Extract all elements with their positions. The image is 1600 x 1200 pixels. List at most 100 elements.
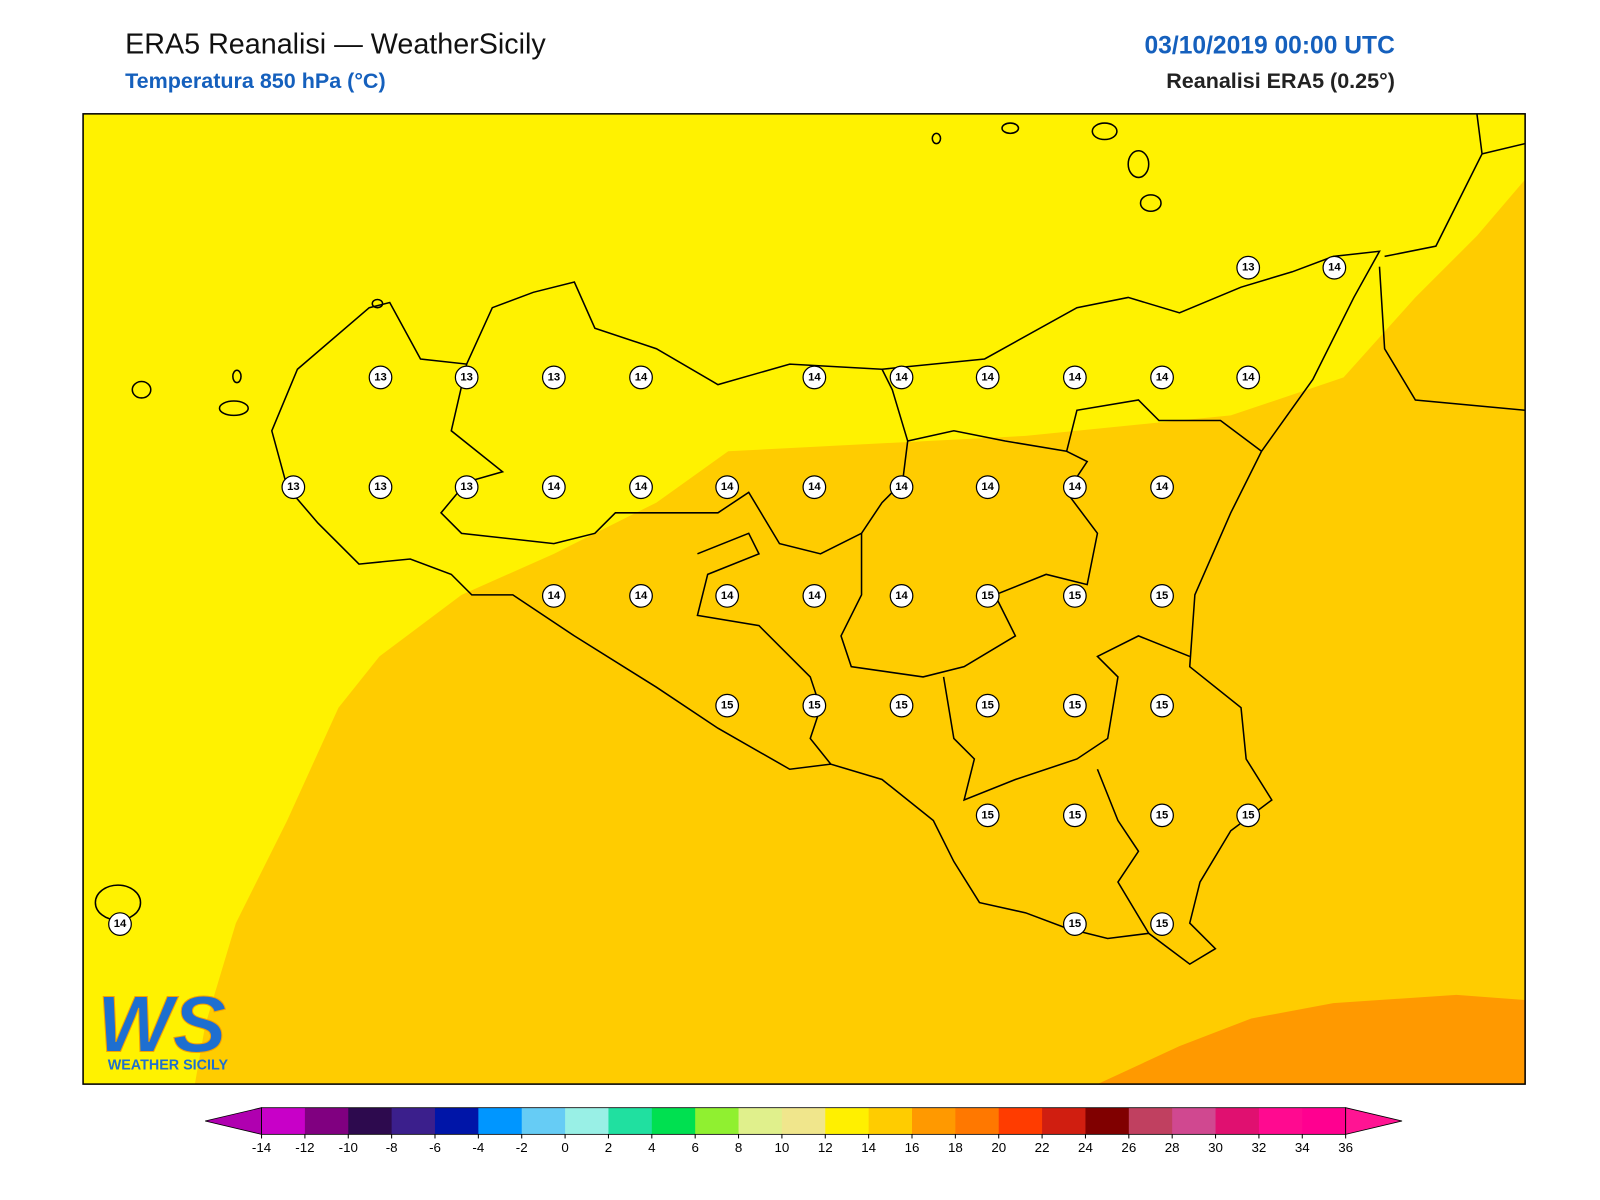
station-marker — [454, 365, 479, 390]
source: Reanalisi ERA5 (0.25°) — [1166, 69, 1395, 93]
station-marker — [541, 583, 566, 608]
station: 14 — [889, 365, 914, 390]
station-marker — [368, 475, 393, 500]
station: 15 — [802, 693, 827, 718]
colorbar-segment — [651, 1107, 696, 1135]
colorbar-tick-label: 0 — [561, 1140, 568, 1155]
station-value: 14 — [548, 481, 561, 493]
station-marker — [889, 365, 914, 390]
colorbar-segment — [261, 1107, 306, 1135]
colorbar-tick-label: 10 — [774, 1140, 789, 1155]
subtitle: Temperatura 850 hPa (°C) — [125, 69, 386, 93]
station: 15 — [975, 803, 1000, 828]
station: 15 — [1236, 803, 1261, 828]
station-value: 14 — [1156, 481, 1169, 493]
station: 14 — [1150, 475, 1174, 500]
island — [1001, 122, 1020, 135]
station-value: 14 — [895, 481, 908, 493]
calabria-coast — [1481, 142, 1526, 155]
colorbar-segment — [348, 1107, 393, 1135]
colorbar-tick-label: 24 — [1078, 1140, 1093, 1155]
station: 14 — [1322, 255, 1347, 280]
stations: 13 14 13 13 13 14 14 14 14 14 14 14 13 13 13 14 14 14 14 14… — [108, 255, 1347, 936]
field-dark-orange — [1097, 994, 1526, 1085]
colorbar-segment — [955, 1107, 1000, 1135]
station-marker — [1062, 693, 1087, 718]
station-marker — [715, 475, 740, 500]
island — [1139, 194, 1162, 213]
colorbar-tick-label: 34 — [1295, 1140, 1310, 1155]
station-marker — [975, 803, 1000, 828]
station-value: 15 — [1156, 809, 1169, 821]
station-marker — [1150, 365, 1174, 390]
station-marker — [1062, 475, 1087, 500]
station-value: 15 — [1069, 700, 1082, 712]
colorbar-segment — [521, 1107, 566, 1135]
colorbar-tick-label: 26 — [1121, 1140, 1136, 1155]
station-marker — [629, 475, 653, 500]
station: 14 — [541, 583, 566, 608]
station-value: 14 — [635, 371, 648, 383]
colorbar-segment — [565, 1107, 609, 1135]
station-marker — [368, 365, 393, 390]
colorbar-segment — [391, 1107, 436, 1135]
station-value: 14 — [635, 590, 648, 602]
colorbar-segment — [304, 1107, 349, 1135]
station-marker — [1062, 912, 1087, 936]
station-value: 13 — [374, 371, 387, 383]
station: 14 — [889, 583, 914, 608]
station: 14 — [715, 475, 740, 500]
station-value: 14 — [721, 481, 734, 493]
station: 14 — [1150, 365, 1174, 390]
station: 13 — [454, 475, 479, 500]
colorbar-segment — [608, 1107, 653, 1135]
colorbar-segment — [695, 1107, 740, 1135]
station-marker — [1150, 803, 1174, 828]
station-marker — [629, 365, 653, 390]
colorbar-segment — [1128, 1107, 1173, 1135]
station: 14 — [975, 365, 1000, 390]
island — [218, 400, 249, 417]
colorbar-segment — [478, 1107, 523, 1135]
station: 14 — [1062, 475, 1087, 500]
station: 14 — [541, 475, 566, 500]
station: 14 — [629, 365, 653, 390]
calabria-coast — [1384, 113, 1483, 258]
colorbar-tick-label: 30 — [1208, 1140, 1223, 1155]
colorbar-segment — [1258, 1107, 1303, 1135]
station: 15 — [1150, 693, 1174, 718]
station-marker — [1150, 693, 1174, 718]
field-orange — [194, 179, 1526, 1085]
station-value: 14 — [808, 481, 821, 493]
station: 14 — [802, 475, 827, 500]
station-value: 15 — [721, 700, 734, 712]
station-value: 14 — [808, 590, 821, 602]
colorbar: -14 -12 -10 -8 -6 -4 -2 0 2 4 6 8 10 12 14 16 18 20 22 24 26… — [205, 1107, 1403, 1155]
logo-initials: WS — [97, 979, 226, 1068]
calabria-coast — [1378, 266, 1526, 412]
colorbar-tick-label: 4 — [648, 1140, 656, 1155]
station-marker — [1236, 803, 1261, 828]
island — [131, 380, 152, 399]
station-marker — [715, 693, 740, 718]
boundary — [696, 532, 832, 765]
colorbar-frame — [261, 1107, 1347, 1135]
colorbar-segment — [825, 1107, 870, 1135]
station-marker — [802, 693, 827, 718]
station-value: 15 — [808, 700, 821, 712]
station: 14 — [629, 475, 653, 500]
colorbar-extend — [205, 1107, 262, 1135]
colorbar-tick-label: -14 — [252, 1140, 272, 1155]
station: 14 — [715, 583, 740, 608]
station-value: 15 — [1069, 918, 1082, 930]
station: 15 — [1062, 912, 1087, 936]
logo-name: WEATHER SICILY — [108, 1058, 229, 1074]
station: 15 — [715, 693, 740, 718]
colorbar-segment — [1042, 1107, 1086, 1135]
station: 14 — [802, 365, 827, 390]
station-marker — [1236, 255, 1261, 280]
station: 14 — [889, 475, 914, 500]
date: 03/10/2019 00:00 UTC — [1144, 32, 1395, 59]
island — [232, 369, 242, 384]
sicily-coast — [270, 250, 1381, 966]
